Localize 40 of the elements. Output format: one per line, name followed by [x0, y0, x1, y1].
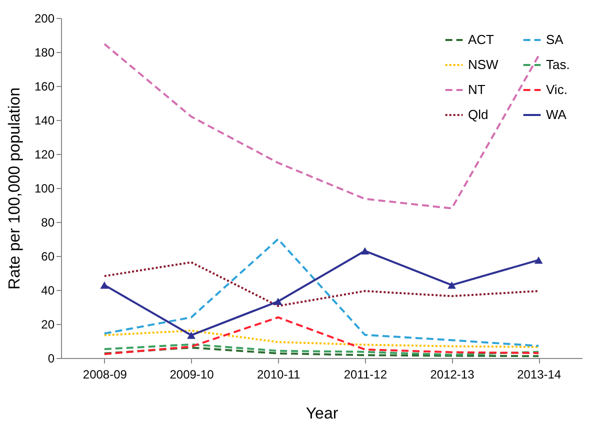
y-tick-label: 80: [41, 216, 55, 230]
line-series: [103, 343, 540, 356]
line-series: [103, 261, 540, 307]
x-tick-label: 2011-12: [344, 368, 388, 382]
point: [534, 256, 543, 264]
point: [448, 281, 456, 289]
x-tick-label: 2013-14: [517, 368, 562, 382]
y-tick-label: 180: [34, 46, 55, 60]
y-axis-title: Rate per 100,000 population: [6, 88, 24, 290]
x-tick-label: 2012-13: [430, 368, 475, 382]
y-tick-label: 120: [34, 148, 55, 162]
legend-label: SA: [546, 32, 564, 47]
y-tick-label: 0: [48, 352, 55, 366]
legend-label: NT: [468, 82, 486, 97]
x-axis-title: Year: [306, 406, 339, 422]
legend-label: Qld: [468, 107, 488, 122]
y-tick-label: 100: [34, 182, 55, 196]
line-series: [103, 43, 540, 210]
point: [274, 298, 282, 306]
y-tick-label: 200: [34, 12, 55, 26]
x-tick-label: 2010-11: [257, 368, 300, 382]
legend-label: ACT: [468, 32, 494, 47]
y-tick-label: 20: [41, 318, 55, 332]
point: [187, 332, 196, 339]
legend-label: WA: [546, 107, 567, 122]
point: [100, 281, 109, 289]
line-series: [103, 346, 540, 358]
y-tick-label: 60: [41, 250, 55, 264]
y-tick-label: 160: [34, 80, 55, 94]
legend-label: Tas.: [546, 57, 570, 72]
legend-label: Vic.: [546, 82, 568, 97]
y-tick-label: 140: [34, 114, 55, 128]
legend-label: NSW: [468, 57, 500, 72]
x-tick-label: 2009-10: [170, 368, 214, 382]
point: [360, 247, 370, 255]
x-tick-label: 2008-09: [82, 368, 128, 382]
line-series: [103, 330, 540, 348]
line-series: [103, 316, 540, 356]
y-tick-label: 40: [41, 284, 55, 298]
line-series: [103, 238, 540, 347]
